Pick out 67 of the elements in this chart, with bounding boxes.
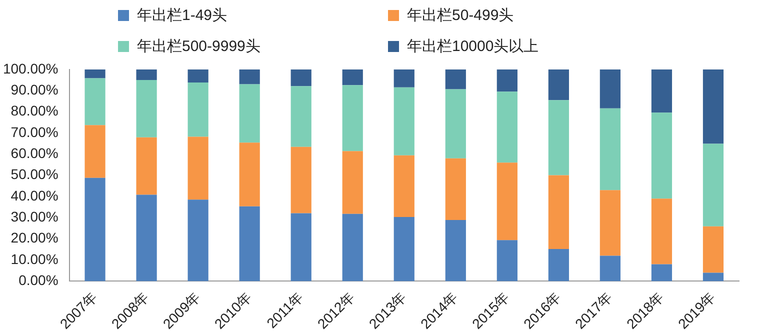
y-tick-label: 0.00%: [18, 272, 58, 288]
y-tick-label: 70.00%: [10, 124, 58, 140]
bar: [394, 155, 414, 218]
bar: [342, 69, 363, 86]
bar: [702, 144, 724, 226]
y-tick-label: 40.00%: [10, 187, 58, 204]
bar: [651, 198, 672, 264]
bar: [548, 175, 569, 250]
bar: [394, 87, 414, 156]
bar: [496, 240, 518, 282]
bar: [651, 264, 672, 282]
bar: [445, 89, 466, 158]
bar: [394, 217, 414, 282]
bar: [136, 137, 157, 195]
bar: [651, 112, 672, 199]
bar: [496, 69, 518, 92]
legend-label: 年出栏10000头以上: [407, 37, 539, 56]
bar: [136, 80, 157, 138]
bar: [600, 190, 621, 256]
bar: [548, 100, 569, 176]
bar: [600, 69, 621, 108]
bar: [84, 78, 106, 126]
y-tick-label: 50.00%: [10, 166, 58, 182]
y-tick-label: 20.00%: [10, 230, 58, 246]
y-tick-label: 30.00%: [10, 208, 58, 225]
y-tick-label: 80.00%: [10, 102, 58, 119]
bar: [188, 82, 208, 137]
bar: [445, 220, 466, 282]
bar: [548, 249, 569, 282]
legend-label: 年出栏500-9999头: [137, 37, 260, 56]
bar: [702, 69, 724, 144]
bar: [394, 69, 414, 88]
bar: [239, 142, 260, 206]
bar: [290, 146, 312, 214]
bar: [342, 85, 363, 152]
bar: [136, 194, 157, 282]
bar: [188, 200, 208, 282]
bar: [290, 69, 312, 86]
bar: [188, 69, 208, 83]
bar: [702, 226, 724, 273]
y-tick-label: 100.00%: [2, 60, 58, 76]
y-tick-label: 90.00%: [10, 81, 58, 98]
bar: [290, 213, 312, 282]
bar: [548, 69, 569, 100]
legend-label: 年出栏1-49头: [137, 6, 228, 25]
bar: [84, 125, 106, 178]
legend-label: 年出栏50-499头: [407, 6, 514, 25]
bar: [188, 136, 208, 200]
bar: [84, 69, 106, 78]
bar: [342, 214, 363, 282]
bar: [84, 178, 106, 282]
bar: [290, 86, 312, 147]
bar: [651, 69, 672, 113]
bar: [600, 108, 621, 190]
bar: [136, 69, 157, 80]
bar: [239, 84, 260, 143]
y-tick-label: 60.00%: [10, 144, 58, 161]
bar: [496, 92, 518, 163]
bar: [445, 158, 466, 220]
bar: [239, 206, 260, 282]
y-tick-label: 10.00%: [10, 250, 58, 267]
bar: [239, 69, 260, 84]
bar: [702, 272, 724, 282]
bar: [342, 151, 363, 214]
bar: [496, 162, 518, 240]
bar: [600, 256, 621, 282]
bar: [445, 69, 466, 90]
